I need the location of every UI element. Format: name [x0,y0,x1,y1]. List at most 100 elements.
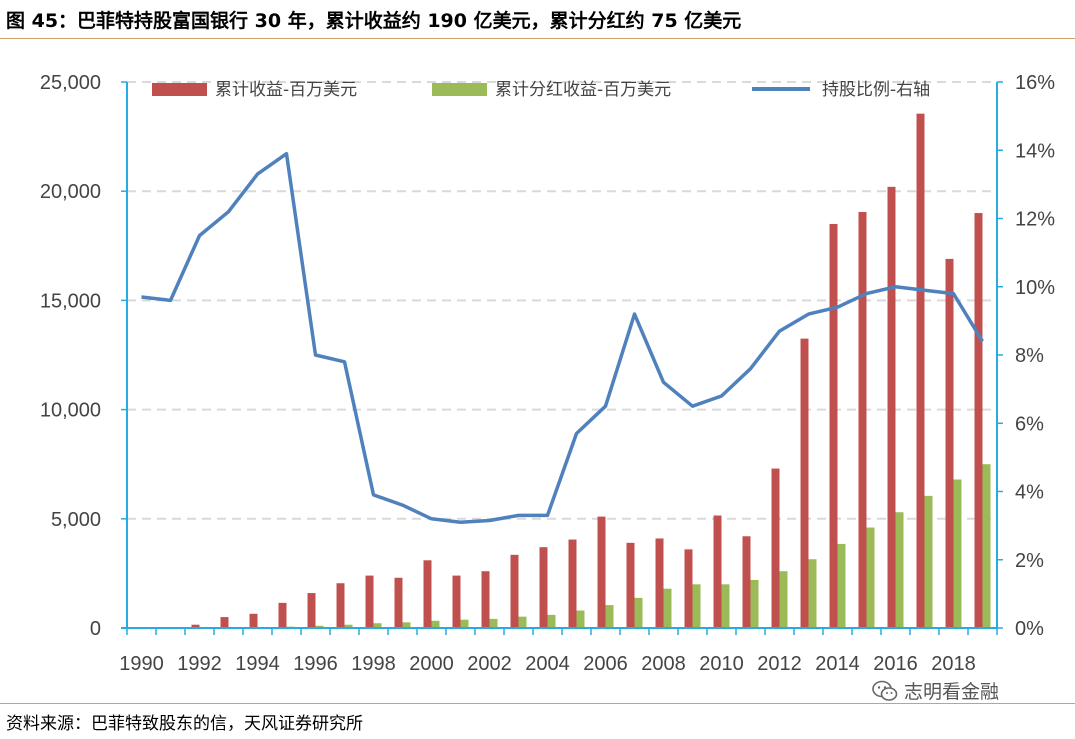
bar-cumulative-income [423,560,432,628]
bar-cumulative-dividend [344,624,353,628]
bar-cumulative-income [800,338,809,628]
source-note: 资料来源：巴菲特致股东的信，天风证券研究所 [6,714,363,734]
bar-cumulative-dividend [431,620,440,628]
bar-cumulative-income [655,538,664,628]
legend-label: 累计分红收益-百万美元 [495,80,671,100]
bar-cumulative-dividend [779,571,788,628]
y-right-tick-label: 10% [1015,277,1055,299]
bar-cumulative-dividend [547,614,556,628]
bar-cumulative-income [829,223,838,628]
line-holding-ratio [141,151,984,524]
y-right-tick-label: 16% [1015,72,1055,94]
bar-cumulative-dividend [721,584,730,628]
bar-cumulative-income [220,617,229,628]
bar-cumulative-income [307,593,316,628]
line-series [141,151,984,524]
watermark-text: 志明看金融 [904,681,1000,703]
bar-cumulative-dividend [982,464,991,628]
bar-cumulative-dividend [518,616,527,628]
bar-cumulative-dividend [373,623,382,628]
bar-cumulative-dividend [808,559,817,628]
bar-cumulative-income [394,577,403,628]
watermark: 志明看金融 [872,677,999,704]
bar-cumulative-dividend [953,479,962,628]
bar-cumulative-dividend [460,619,469,628]
y-left-tick-label: 15,000 [40,290,101,312]
bar-cumulative-income [916,113,925,629]
x-tick-label: 1994 [235,653,280,675]
bar-cumulative-dividend [634,597,643,628]
y-left-tick-label: 0 [90,618,101,640]
legend-label: 持股比例-右轴 [822,80,930,100]
wechat-icon [872,680,898,701]
bar-cumulative-income [336,583,345,628]
bar-cumulative-income [887,186,896,628]
x-tick-label: 2006 [583,653,628,675]
x-tick-label: 2010 [699,653,744,675]
bar-cumulative-income [597,516,606,628]
x-tick-label: 1996 [293,653,338,675]
bar-cumulative-dividend [489,618,498,628]
bar-cumulative-dividend [895,512,904,628]
bar-cumulative-income [684,549,693,628]
y-left-tick-label: 5,000 [51,509,101,531]
bar-cumulative-income [858,211,867,628]
x-tick-label: 2002 [467,653,512,675]
bar-cumulative-income [771,468,780,628]
bar-cumulative-income [742,536,751,628]
bar-cumulative-dividend [315,625,324,628]
x-tick-label: 2008 [641,653,686,675]
bar-cumulative-income [191,624,200,628]
x-tick-label: 1990 [119,653,164,675]
legend-label: 累计收益-百万美元 [215,80,357,100]
bar-cumulative-income [510,554,519,628]
y-right-tick-label: 4% [1015,482,1044,504]
title-divider [0,38,1075,39]
bar-cumulative-dividend [576,610,585,628]
bar-cumulative-income [365,575,374,628]
x-tick-label: 2018 [931,653,976,675]
bar-cumulative-dividend [837,543,846,628]
x-tick-label: 2004 [525,653,570,675]
figure-title: 图 45：巴菲特持股富国银行 30 年，累计收益约 190 亿美元，累计分红约 … [6,10,742,32]
bar-cumulative-income [626,542,635,628]
legend-swatch [432,83,487,96]
y-left-tick-label: 20,000 [40,181,101,203]
bar-cumulative-dividend [402,622,411,628]
bar-cumulative-dividend [924,495,933,628]
x-tick-label: 1998 [351,653,396,675]
bar-cumulative-income [945,258,954,628]
bar-cumulative-dividend [692,584,701,628]
legend: 累计收益-百万美元 累计分红收益-百万美元 持股比例-右轴 [152,80,930,100]
x-tick-label: 2000 [409,653,454,675]
y-right-tick-label: 2% [1015,550,1044,572]
y-right-tick-label: 0% [1015,618,1044,640]
source-divider [0,703,1075,704]
y-right-tick-label: 6% [1015,413,1044,435]
y-right-tick-label: 14% [1015,140,1055,162]
legend-swatch [152,83,207,96]
y-right-tick-label: 8% [1015,345,1044,367]
bar-cumulative-dividend [750,579,759,628]
bar-cumulative-income [568,539,577,628]
x-tick-label: 2014 [815,653,860,675]
bar-cumulative-income [539,547,548,628]
x-tick-label: 2012 [757,653,802,675]
bar-cumulative-income [481,571,490,628]
y-right-tick-label: 12% [1015,209,1055,231]
bar-cumulative-income [278,602,287,628]
bar-cumulative-dividend [663,588,672,628]
bar-cumulative-dividend [866,527,875,628]
y-left-tick-label: 10,000 [40,400,101,422]
chart: 0 5,000 10,000 15,000 20,000 25,000 0% 2% 4% 6% 8%… [40,72,1055,675]
bar-cumulative-income [249,613,258,628]
x-tick-label: 2016 [873,653,918,675]
y-left-tick-label: 25,000 [40,72,101,94]
bar-cumulative-income [452,575,461,628]
bar-cumulative-income [974,213,983,629]
bar-cumulative-dividend [605,605,614,628]
bar-series [191,113,991,629]
axes: 0 5,000 10,000 15,000 20,000 25,000 0% 2% 4% 6% 8%… [40,72,1055,675]
x-tick-label: 1992 [177,653,222,675]
bar-cumulative-income [713,515,722,628]
